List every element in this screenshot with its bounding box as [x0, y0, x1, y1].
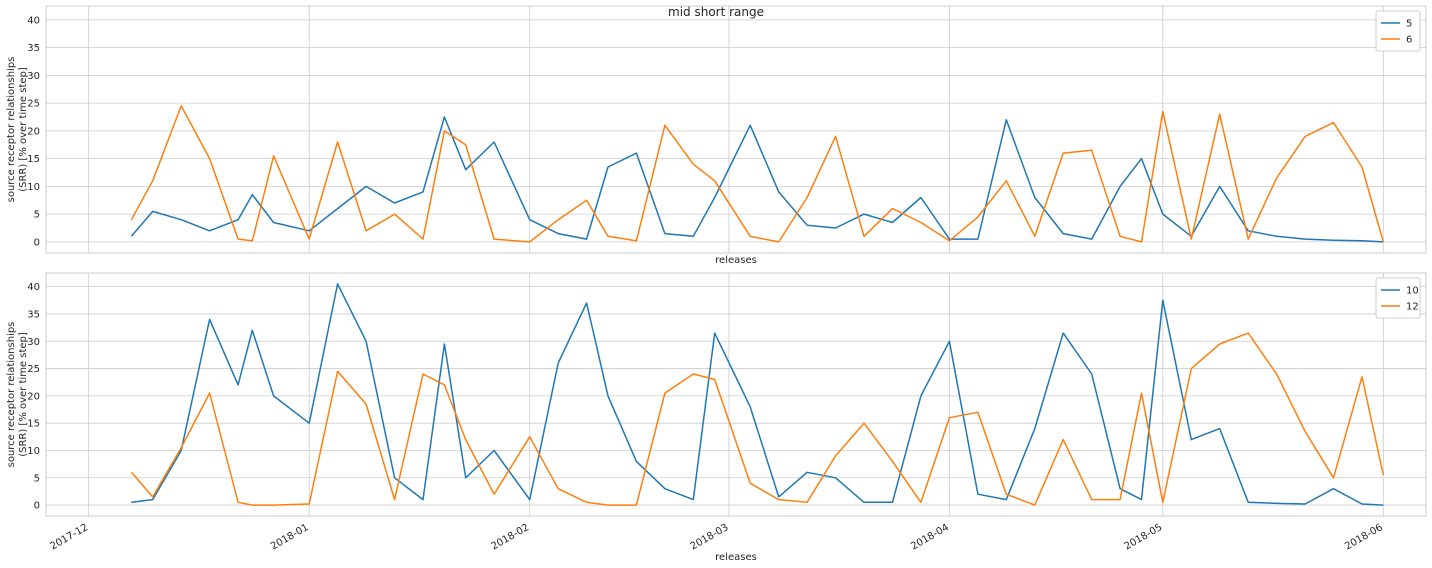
y-tick-label: 30	[27, 337, 40, 348]
series-line-10	[131, 283, 1384, 506]
y-axis-label: source receptor relationships(SRR) [% ov…	[6, 322, 29, 468]
x-tick-label: 2018-06	[1343, 522, 1385, 552]
x-tick-label: 2018-04	[909, 522, 951, 552]
y-tick-label: 25	[27, 99, 40, 110]
y-tick-label: 35	[27, 43, 40, 54]
y-axis-label-line: source receptor relationships	[6, 322, 17, 468]
y-tick-label: 5	[34, 210, 40, 221]
y-tick-label: 40	[27, 15, 40, 26]
y-axis-label-line: (SRR) [% over time step]	[18, 67, 29, 192]
x-tick-label: 2017-12	[48, 522, 90, 552]
legend-entry: 12	[1406, 302, 1419, 313]
plot-frame	[45, 272, 1427, 517]
y-tick-label: 10	[27, 446, 40, 457]
x-axis-label: releases	[715, 255, 757, 266]
x-tick-label: 2018-03	[689, 522, 731, 552]
panel-bottom: 0 5 10 15 20 25 30 35 40 2017-12 2018-01 2018-02 201…	[6, 272, 1427, 563]
panel-top: 0 5 10 15 20 25 30 35 40 releases source receptor …	[6, 5, 1427, 266]
y-tick-label: 15	[27, 419, 40, 430]
x-tick-label: 2018-02	[490, 522, 532, 552]
x-tick-label: 2018-05	[1123, 522, 1165, 552]
y-tick-label: 40	[27, 282, 40, 293]
plot-frame	[45, 5, 1427, 254]
legend-box	[1375, 10, 1421, 52]
legend-box	[1375, 277, 1421, 319]
y-tick-label: 10	[27, 182, 40, 193]
x-tick-label: 2018-01	[269, 522, 311, 552]
series-line-6	[130, 105, 1385, 243]
y-tick-label: 5	[34, 473, 40, 484]
y-tick-label: 0	[34, 237, 40, 248]
y-tick-label: 0	[34, 501, 40, 512]
y-tick-label: 20	[27, 391, 40, 402]
series-line-5	[130, 116, 1384, 243]
legend-entry: 10	[1406, 286, 1419, 297]
y-axis-label-line: (SRR) [% over time step]	[18, 332, 29, 457]
y-axis-label: source receptor relationships(SRR) [% ov…	[6, 57, 29, 203]
y-tick-label: 35	[27, 309, 40, 320]
y-tick-label: 15	[27, 154, 40, 165]
figure-title: mid short range	[668, 5, 764, 19]
x-axis-label: releases	[715, 552, 757, 563]
legend-entry: 5	[1406, 19, 1412, 30]
legend-entry: 6	[1406, 35, 1412, 46]
y-tick-label: 25	[27, 364, 40, 375]
series-line-12	[130, 332, 1385, 506]
y-tick-label: 30	[27, 71, 40, 82]
y-axis-label-line: source receptor relationships	[6, 57, 17, 203]
y-tick-label: 20	[27, 126, 40, 137]
